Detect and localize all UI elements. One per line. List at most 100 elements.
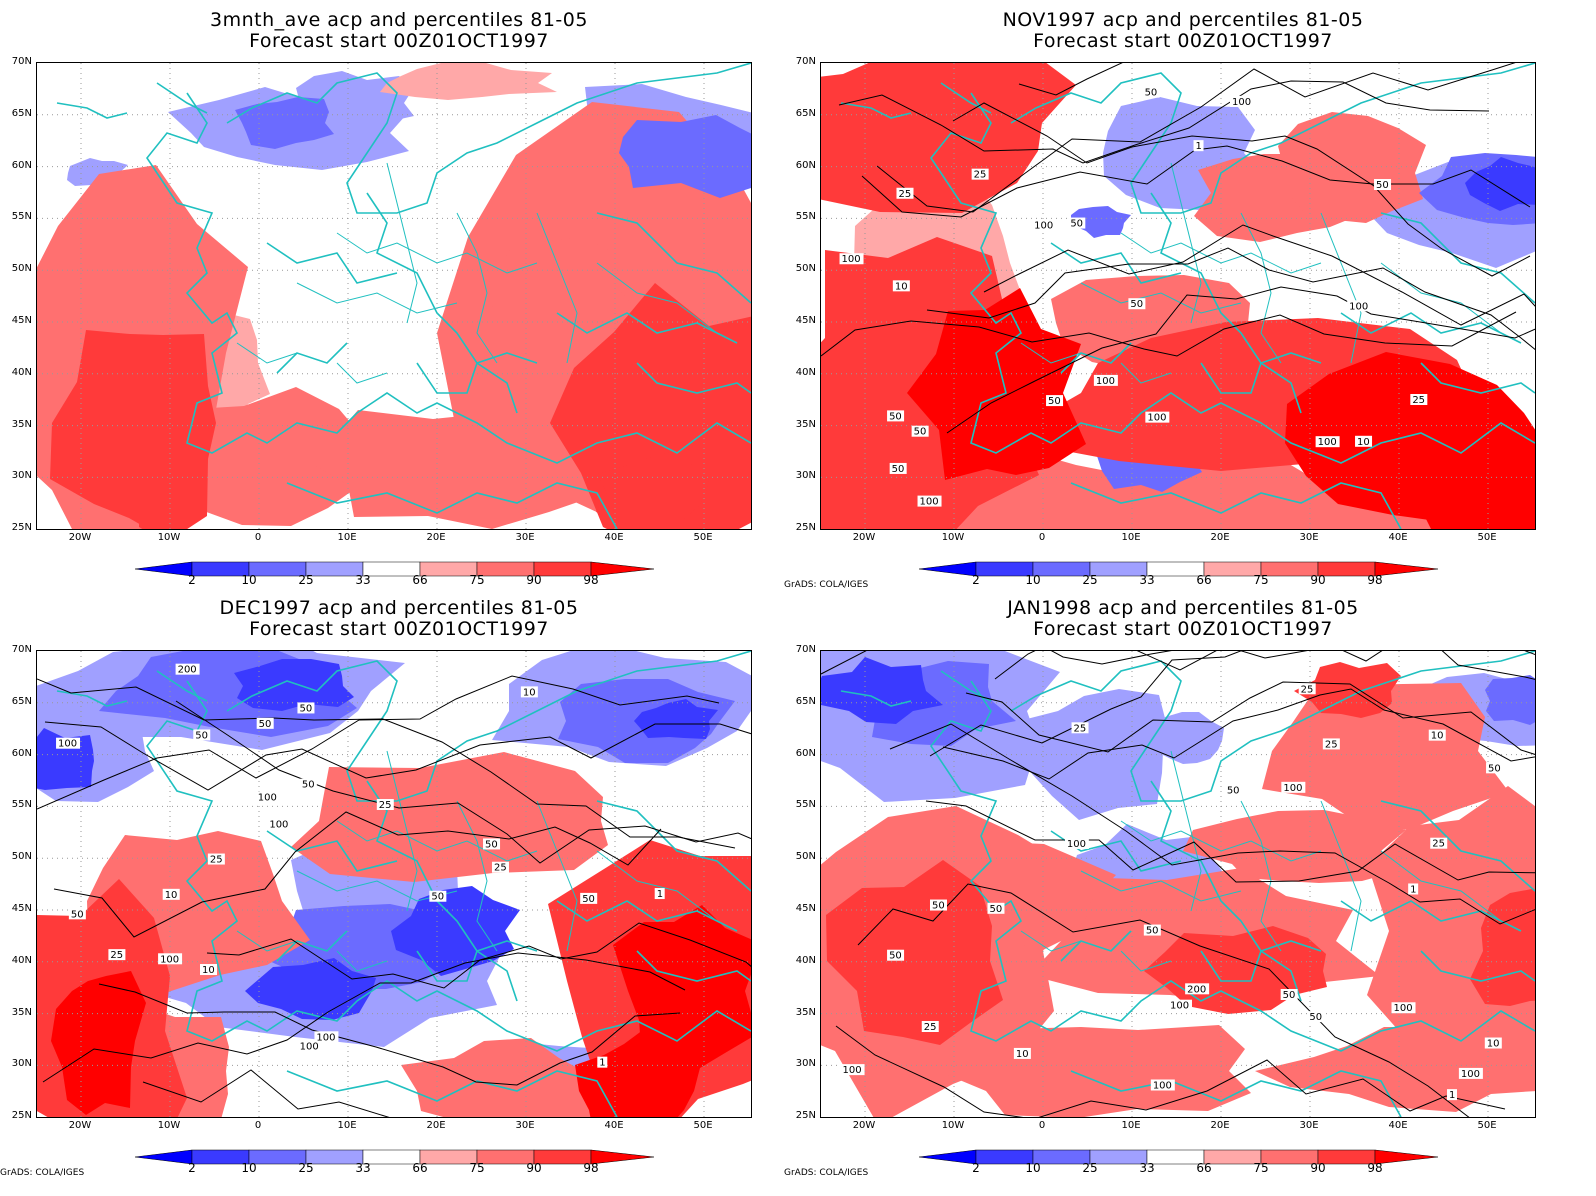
svg-text:10: 10 <box>523 687 536 698</box>
panel-title: NOV1997 acp and percentiles 81-05 <box>1002 9 1364 31</box>
lat-label: 40N <box>795 954 816 966</box>
contour-label: 25 <box>896 187 914 200</box>
country-border <box>1380 850 1502 922</box>
contour-label: 1 <box>654 888 665 900</box>
coastline <box>276 930 348 962</box>
contour-label: 100 <box>1150 1079 1175 1091</box>
coastline <box>56 102 128 119</box>
contour-label: 50 <box>987 902 1005 915</box>
contour-label: 10 <box>162 888 180 901</box>
contour-label: 50 <box>911 425 929 438</box>
contour-label: 100 <box>1064 837 1089 850</box>
lon-label: 30E <box>515 532 535 543</box>
svg-text:25: 25 <box>898 189 911 200</box>
coastline <box>1200 940 1322 982</box>
lat-label: 25N <box>11 1110 32 1122</box>
precip-contour <box>53 811 662 938</box>
lat-label: 35N <box>11 418 32 430</box>
percentile-region <box>1414 449 1535 529</box>
coastline <box>1200 352 1322 394</box>
panel-title: JAN1998 acp and percentiles 81-05 <box>1007 597 1359 619</box>
svg-text:50: 50 <box>1130 299 1143 310</box>
lat-label: 50N <box>11 263 32 275</box>
contour-label: 100 <box>1281 781 1306 794</box>
panel-title: 3mnth_ave acp and percentiles 81-05 <box>210 9 588 31</box>
percentile-region <box>139 512 178 529</box>
precip-contour <box>37 678 736 849</box>
contour-label: 10 <box>200 964 218 976</box>
lon-label: 10E <box>337 1120 357 1131</box>
panel-title: DEC1997 acp and percentiles 81-05 <box>219 597 579 619</box>
svg-text:50: 50 <box>1283 990 1296 1001</box>
svg-text:50: 50 <box>914 427 927 438</box>
country-border <box>296 282 458 314</box>
coastline <box>226 651 751 802</box>
contour-label: 200 <box>175 663 200 676</box>
svg-text:100: 100 <box>160 954 179 965</box>
lat-label: 70N <box>795 644 816 655</box>
svg-text:25: 25 <box>1432 839 1445 850</box>
coastline <box>930 680 1535 1052</box>
panel-subtitle: Forecast start 00Z01OCT1997 <box>249 618 549 640</box>
lat-label: 25N <box>11 522 32 534</box>
precip-contour <box>838 80 1490 164</box>
svg-text:50: 50 <box>71 909 84 920</box>
percentile-map <box>37 63 751 529</box>
lat-label: 50N <box>795 851 816 863</box>
percentile-region <box>1012 689 1167 820</box>
svg-text:100: 100 <box>1318 437 1337 448</box>
lat-label: 45N <box>11 315 32 326</box>
precip-contour <box>942 688 1535 780</box>
contour-label: 100 <box>1391 1002 1416 1014</box>
lat-label: 50N <box>11 851 32 863</box>
lon-label: 20W <box>852 1120 876 1131</box>
svg-text:100: 100 <box>1067 839 1086 850</box>
contour-label: 10 <box>1355 435 1373 448</box>
svg-text:100: 100 <box>269 819 288 830</box>
lon-label: 20E <box>1210 532 1230 543</box>
percentile-region <box>821 657 943 724</box>
coastline <box>1150 192 1302 414</box>
precip-contour <box>889 723 1535 925</box>
country-border <box>596 850 718 922</box>
lon-label: 10E <box>1121 1120 1141 1131</box>
contour-label: 100 <box>297 1040 322 1052</box>
contour-label: 25 <box>1322 738 1340 750</box>
colorbar-label: 98 <box>583 1161 599 1175</box>
svg-text:25: 25 <box>210 855 223 866</box>
svg-text:25: 25 <box>110 950 123 961</box>
contour-label: 100 <box>1458 1067 1483 1080</box>
colorbar-label: 66 <box>1196 573 1212 587</box>
svg-text:50: 50 <box>485 839 498 850</box>
coastline <box>1070 1070 1402 1117</box>
country-border <box>456 212 498 364</box>
svg-text:100: 100 <box>1153 1080 1172 1091</box>
lat-label: 65N <box>795 695 816 707</box>
percentile-region <box>634 699 718 739</box>
lat-label: 65N <box>11 107 32 119</box>
colorbar-label: 98 <box>1367 1161 1383 1175</box>
map-panel-3: DEC1997 acp and percentiles 81-05 Foreca… <box>0 588 798 1186</box>
svg-text:100: 100 <box>1170 1001 1189 1012</box>
svg-text:1: 1 <box>599 1058 605 1069</box>
colorbar-graphic <box>919 1149 1439 1165</box>
coastline <box>940 82 992 114</box>
colorbar-graphic <box>135 1149 655 1165</box>
lon-label: 10W <box>157 1120 181 1131</box>
contour-label: 50 <box>1374 179 1392 191</box>
country-border <box>336 362 388 384</box>
colorbar-label: 10 <box>1025 573 1041 587</box>
contour-label: 100 <box>1032 219 1057 232</box>
lon-label: 20E <box>426 1120 446 1131</box>
svg-text:100: 100 <box>1349 301 1368 312</box>
percentile-region <box>401 1038 611 1117</box>
svg-text:100: 100 <box>1461 1069 1480 1080</box>
svg-text:50: 50 <box>889 951 902 962</box>
coastline <box>1420 362 1535 394</box>
lat-label: 65N <box>11 695 32 707</box>
percentile-region <box>1278 112 1426 223</box>
contour-label: 10 <box>520 686 538 698</box>
country-border <box>596 262 718 334</box>
country-border <box>1120 950 1172 972</box>
svg-text:1: 1 <box>1196 141 1202 152</box>
